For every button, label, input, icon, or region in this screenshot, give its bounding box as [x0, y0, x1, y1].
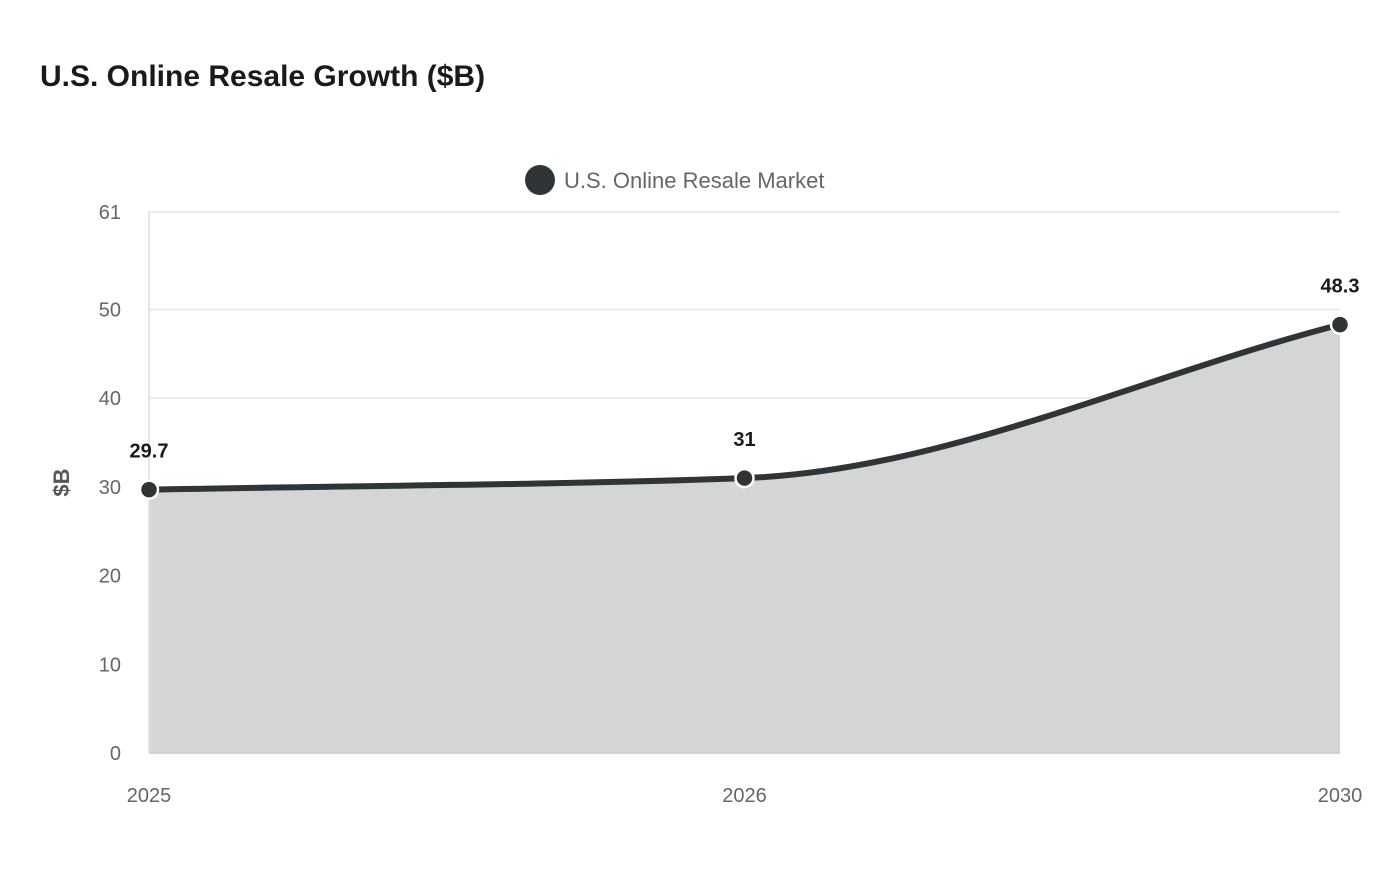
- y-axis-title: $B: [49, 468, 74, 496]
- data-label: 48.3: [1321, 276, 1360, 298]
- y-tick-label: 0: [110, 743, 121, 765]
- y-tick-label: 50: [99, 300, 121, 322]
- y-tick-label: 20: [99, 566, 121, 588]
- y-tick-labels: 0 10 20 30 40 50 61: [99, 202, 121, 765]
- x-tick-label: 2026: [722, 785, 767, 807]
- data-points: [138, 314, 1351, 500]
- y-tick-label: 10: [99, 654, 121, 676]
- data-point[interactable]: [1329, 314, 1351, 335]
- data-point[interactable]: [734, 467, 755, 489]
- legend[interactable]: U.S. Online Resale Market: [525, 165, 824, 195]
- x-tick-label: 2030: [1318, 785, 1363, 807]
- data-labels: 29.7 31 48.3: [130, 276, 1360, 463]
- x-tick-labels: 2025 2026 2030: [127, 785, 1363, 807]
- y-tick-label: 61: [99, 202, 121, 224]
- data-label: 31: [733, 429, 755, 451]
- legend-swatch: [525, 165, 555, 195]
- chart-title: U.S. Online Resale Growth ($B): [40, 60, 486, 93]
- y-tick-label: 40: [99, 388, 121, 410]
- x-tick-label: 2025: [127, 785, 172, 807]
- data-point[interactable]: [138, 479, 160, 500]
- y-tick-label: 30: [99, 477, 121, 499]
- data-label: 29.7: [130, 441, 169, 463]
- area-fill: [149, 324, 1340, 753]
- legend-label: U.S. Online Resale Market: [564, 168, 824, 193]
